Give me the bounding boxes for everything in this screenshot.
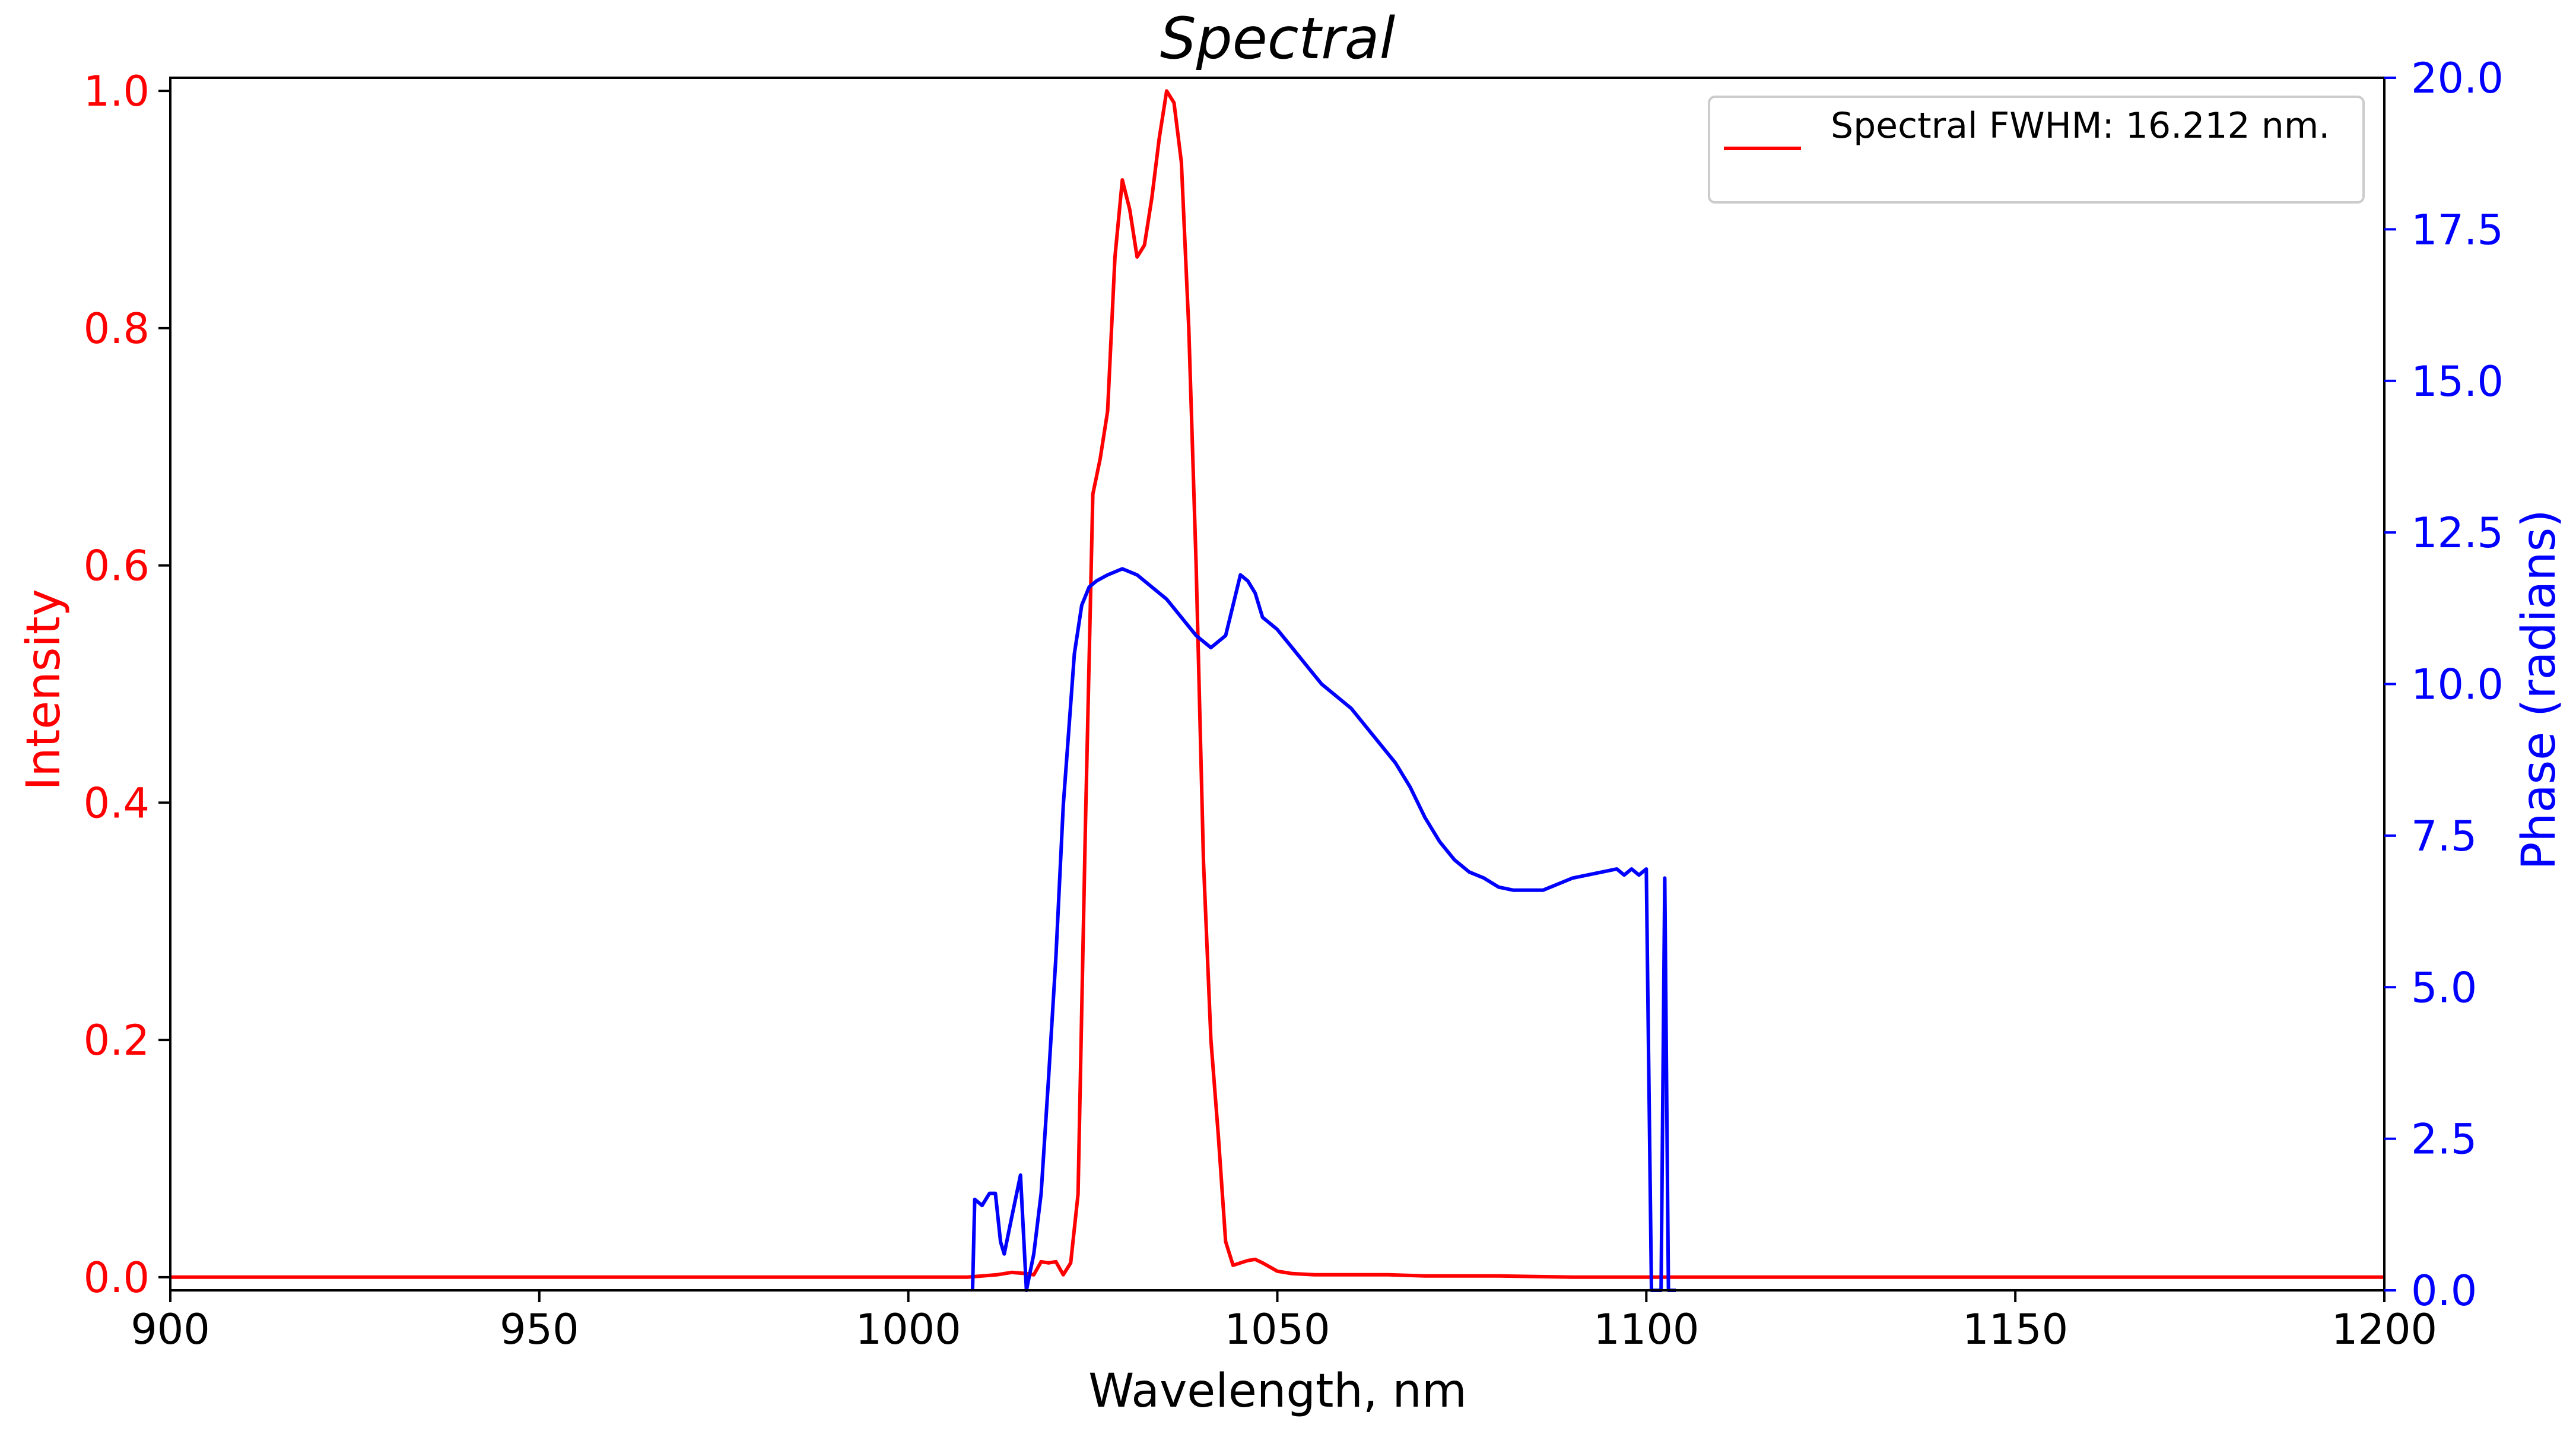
y-axis-left: 0.0 0.2 0.4 0.6 0.8 1.0	[84, 67, 170, 1302]
y-left-tick-label: 0.6	[84, 542, 150, 591]
y-right-tick-label: 12.5	[2411, 509, 2504, 557]
y-left-tick-label: 0.0	[84, 1254, 150, 1302]
y-left-tick-label: 0.4	[84, 779, 150, 827]
y-right-tick-label: 17.5	[2411, 205, 2504, 254]
y-left-tick-label: 0.2	[84, 1016, 150, 1065]
legend-box	[1708, 96, 2365, 204]
plot-area	[170, 89, 2384, 1292]
y-right-tick-label: 0.0	[2411, 1267, 2477, 1315]
x-tick-label: 1050	[1224, 1305, 1330, 1354]
x-axis: 900 950 1000 1050 1100 1150 1200	[131, 1290, 2437, 1354]
y-right-tick-label: 10.0	[2411, 661, 2504, 709]
y-right-tick-label: 5.0	[2411, 963, 2477, 1012]
y-axis-left-label: Intensity	[17, 589, 71, 791]
y-right-tick-label: 2.5	[2411, 1115, 2477, 1164]
y-right-tick-label: 7.5	[2411, 812, 2477, 861]
y-left-tick-label: 1.0	[84, 67, 150, 116]
x-tick-label: 1150	[1962, 1305, 2068, 1354]
x-tick-label: 1000	[856, 1305, 961, 1354]
legend: Spectral FWHM: 16.212 nm.	[1708, 96, 2365, 204]
series-line-1-right	[970, 567, 1676, 1292]
chart-title: Spectral	[1160, 5, 1396, 72]
x-axis-label: Wavelength, nm	[1088, 1365, 1467, 1418]
y-axis-right: 0.0 2.5 5.0 7.5 10.0 12.5 15.0 17.5 20.0	[2384, 54, 2504, 1315]
y-axis-right-label: Phase (radians)	[2513, 509, 2566, 870]
y-right-tick-label: 15.0	[2411, 357, 2504, 406]
y-left-tick-label: 0.8	[84, 304, 150, 353]
x-tick-label: 1100	[1593, 1305, 1699, 1354]
x-tick-label: 1200	[2332, 1305, 2437, 1354]
x-tick-label: 950	[500, 1305, 579, 1354]
y-right-tick-label: 20.0	[2411, 54, 2504, 103]
x-tick-label: 900	[131, 1305, 210, 1354]
legend-label-spectral: Spectral FWHM: 16.212 nm.	[1831, 105, 2330, 147]
series-line-0-left	[170, 89, 2384, 1279]
